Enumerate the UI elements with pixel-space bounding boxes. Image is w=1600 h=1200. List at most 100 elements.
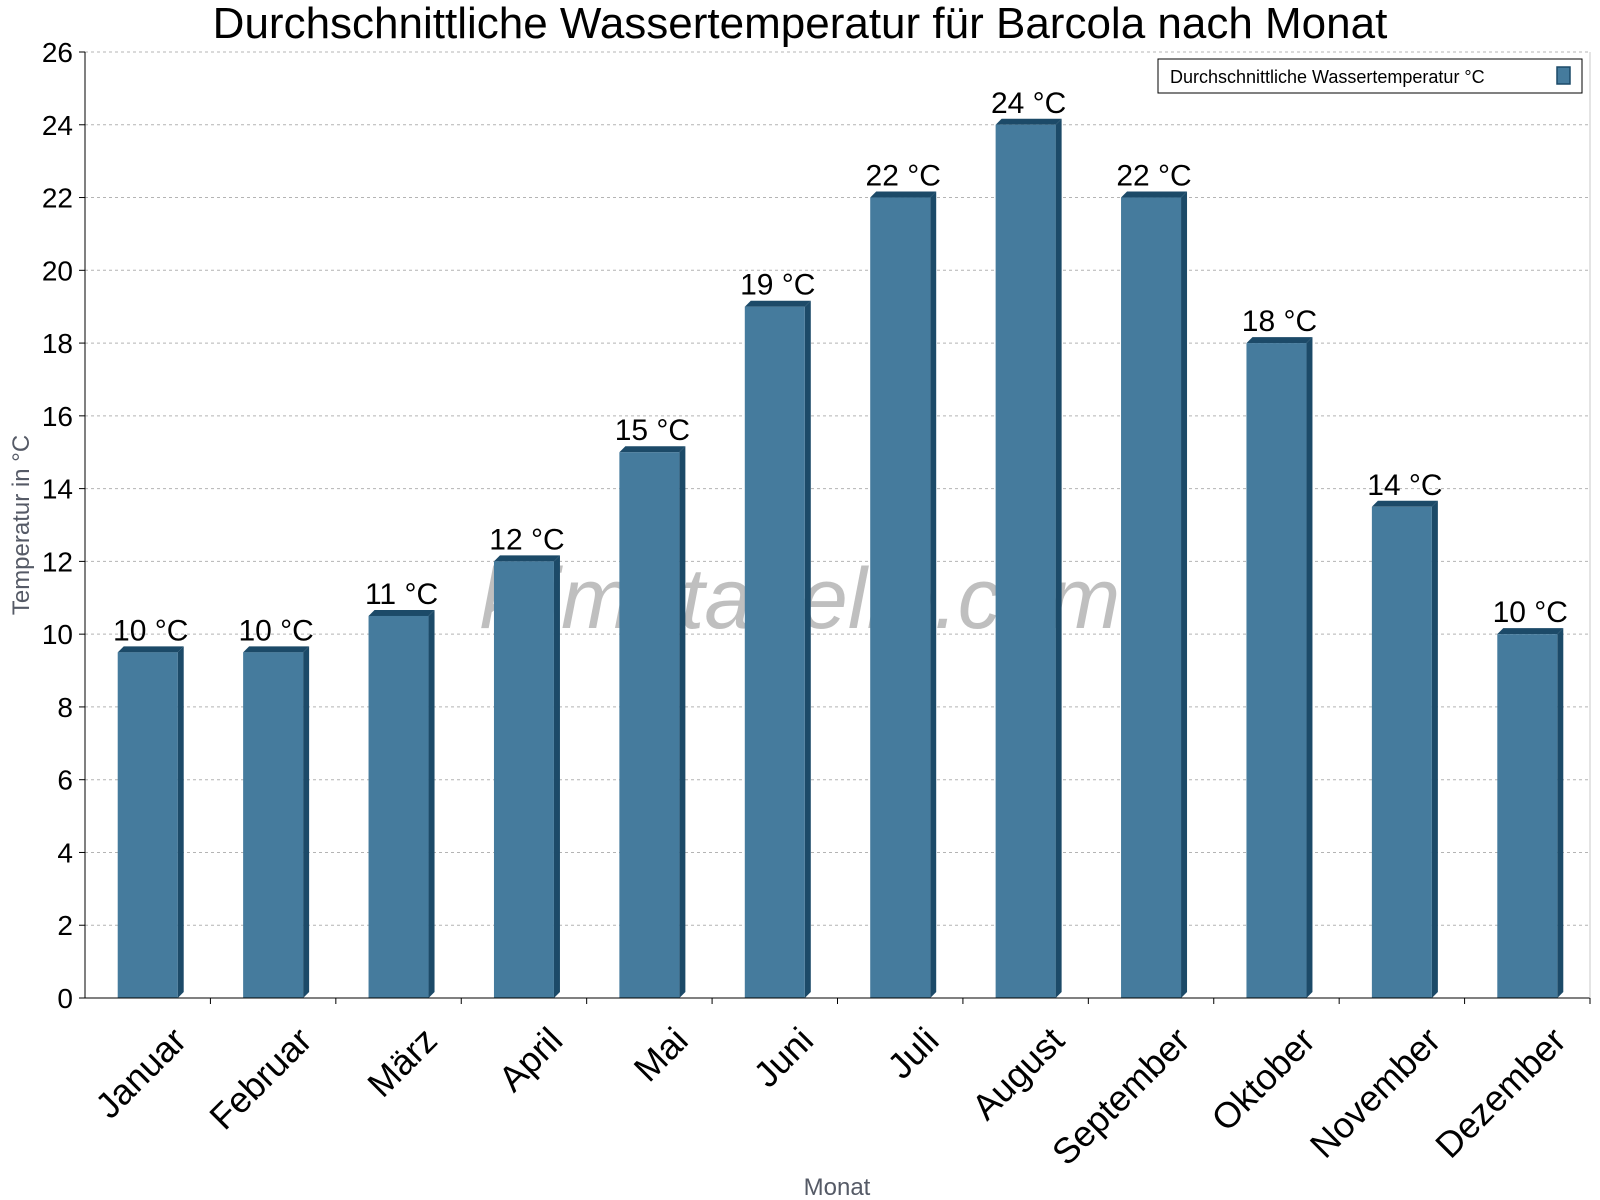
bar-top: [619, 446, 686, 453]
bar-side: [1181, 191, 1188, 999]
bar: [1497, 628, 1564, 998]
y-tick-label: 12: [42, 546, 73, 577]
data-label: 18 °C: [1242, 305, 1317, 338]
bar-front: [368, 615, 429, 998]
bar-front: [117, 652, 178, 998]
bar-side: [1306, 337, 1313, 999]
data-labels: 10 °C 10 °C 11 °C 12 °C 15 °C 19 °C 22 °C 24 °C…: [113, 87, 1568, 648]
bar-side: [1055, 118, 1062, 999]
y-axis-title: Temperatur in °C: [8, 435, 35, 615]
bar-front: [619, 452, 680, 998]
y-tick-label: 18: [42, 328, 73, 359]
bar-top: [1121, 191, 1188, 198]
bar: [493, 555, 560, 998]
data-label: 14 °C: [1367, 469, 1442, 502]
bar-front: [1246, 343, 1307, 999]
bar: [995, 118, 1062, 999]
bar-side: [303, 646, 310, 998]
bar-top: [995, 118, 1062, 125]
data-label: 22 °C: [1116, 160, 1191, 193]
bar: [870, 191, 937, 999]
legend-entry-label: Durchschnittliche Wassertemperatur °C: [1170, 67, 1485, 87]
bar-top: [117, 646, 184, 653]
y-tick-label: 0: [57, 983, 73, 1014]
y-tick-label: 14: [42, 474, 73, 505]
data-label: 12 °C: [489, 523, 564, 556]
y-tick-label: 16: [42, 401, 73, 432]
legend: Durchschnittliche Wassertemperatur °C: [1157, 58, 1583, 94]
x-tick-label: Juli: [879, 1019, 946, 1086]
bar: [1371, 500, 1438, 998]
legend-box: [1157, 58, 1583, 94]
bar-front: [1497, 634, 1558, 998]
legend-swatch: [1556, 66, 1571, 85]
chart-title: Durchschnittliche Wassertemperatur für B…: [212, 0, 1388, 48]
y-tick-label: 20: [42, 255, 73, 286]
y-tick-label: 26: [42, 37, 73, 68]
x-tick-label: April: [490, 1019, 570, 1099]
data-label: 10 °C: [238, 614, 313, 647]
bar-side: [428, 609, 435, 998]
x-tick-label: September: [1044, 1019, 1198, 1173]
bar: [117, 646, 184, 998]
bar-front: [744, 306, 805, 998]
bar-side: [177, 646, 184, 998]
data-label: 10 °C: [113, 614, 188, 647]
data-label: 19 °C: [740, 269, 815, 302]
bar-front: [1371, 506, 1432, 998]
bar: [1246, 337, 1313, 999]
bar-top: [870, 191, 937, 198]
bar-top: [1497, 628, 1564, 635]
x-axis-ticks: Januar Februar März April Mai Juni Juli AugustS…: [87, 998, 1591, 1173]
grid-lines: [85, 51, 1590, 926]
bar-front: [995, 124, 1056, 999]
x-tick-label: Oktober: [1203, 1019, 1323, 1139]
data-label: 24 °C: [991, 87, 1066, 120]
bar: [619, 446, 686, 998]
data-label: 15 °C: [615, 414, 690, 447]
x-tick-label: Januar: [87, 1019, 194, 1126]
x-tick-label: November: [1302, 1019, 1448, 1165]
y-tick-label: 22: [42, 183, 73, 214]
x-tick-label: Juni: [745, 1019, 821, 1095]
y-tick-label: 4: [57, 837, 73, 868]
bar-top: [1246, 337, 1313, 344]
y-tick-label: 6: [57, 765, 73, 796]
data-label: 10 °C: [1493, 596, 1568, 629]
bar-side: [930, 191, 937, 999]
x-tick-label: März: [359, 1019, 445, 1105]
y-tick-label: 8: [57, 692, 73, 723]
bar-top: [243, 646, 310, 653]
y-tick-label: 24: [42, 110, 73, 141]
bar-front: [243, 652, 304, 998]
bar-side: [553, 555, 560, 998]
bar-top: [493, 555, 560, 562]
bar-side: [1431, 500, 1438, 998]
data-label: 11 °C: [365, 578, 438, 611]
bar-top: [1371, 500, 1438, 507]
x-tick-label: Dezember: [1427, 1019, 1573, 1165]
x-tick-label: Mai: [626, 1019, 696, 1089]
bars: [117, 118, 1564, 999]
bar-side: [679, 446, 686, 998]
bar-side: [804, 300, 811, 998]
x-tick-label: August: [964, 1019, 1072, 1127]
y-tick-label: 10: [42, 619, 73, 650]
bar: [744, 300, 811, 998]
bar-front: [870, 197, 931, 999]
x-tick-label: Februar: [201, 1019, 319, 1137]
bar: [1121, 191, 1188, 999]
x-axis-title: Monat: [804, 1174, 871, 1200]
bar-side: [1557, 628, 1564, 998]
bar: [368, 609, 435, 998]
axes: [84, 52, 1591, 999]
bar: [243, 646, 310, 998]
bar-front: [1121, 197, 1182, 999]
bar-top: [744, 300, 811, 307]
data-label: 22 °C: [866, 160, 941, 193]
y-tick-label: 2: [57, 910, 73, 941]
bar-top: [368, 609, 435, 616]
bar-front: [493, 561, 554, 998]
